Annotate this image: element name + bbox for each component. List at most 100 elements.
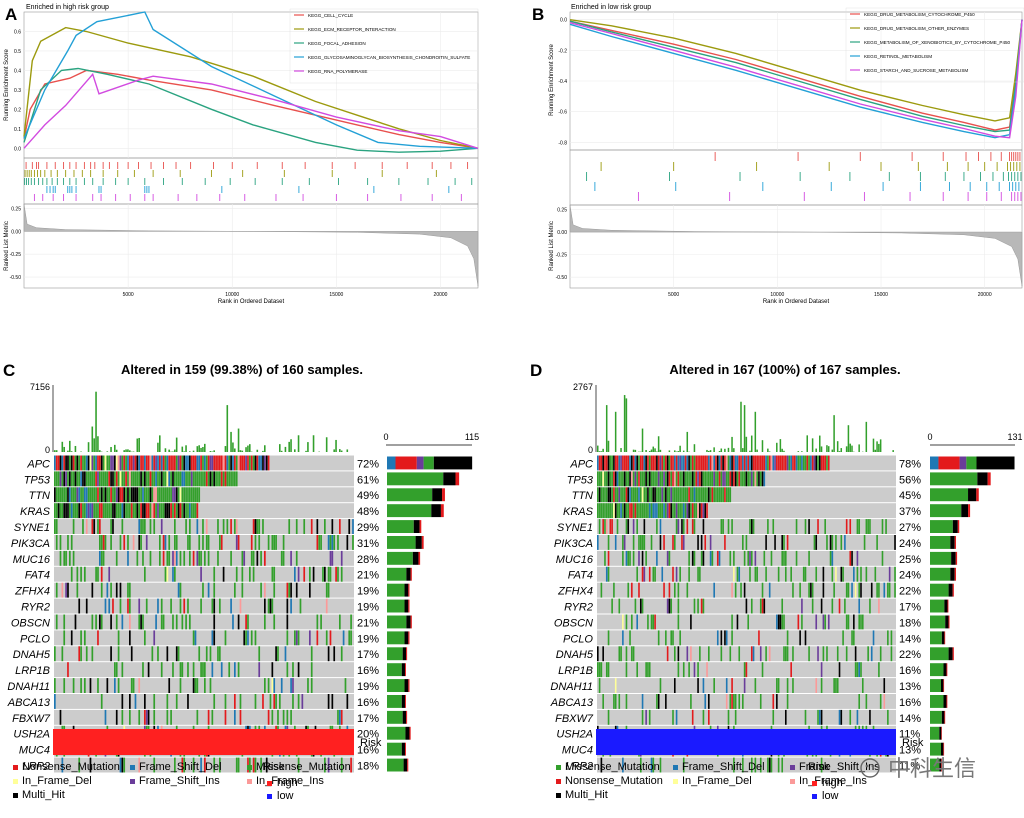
tmb-bar xyxy=(213,450,215,452)
mutation-cell xyxy=(170,456,172,471)
mutation-cell xyxy=(307,678,309,693)
tmb-bar xyxy=(721,448,723,452)
mutation-cell xyxy=(660,678,662,693)
mutation-cell xyxy=(824,615,826,630)
tmb-bar xyxy=(75,446,77,452)
mutation-cell xyxy=(665,456,667,471)
gene-label: DNAH11 xyxy=(550,681,593,693)
mutation-cell xyxy=(699,503,701,518)
mutation-cell xyxy=(781,551,783,566)
mutation-cell xyxy=(198,487,200,502)
side-bar-segment xyxy=(387,679,405,692)
metric-tick-label: 0.25 xyxy=(11,207,21,213)
tmb-bar xyxy=(744,405,746,452)
mutation-cell xyxy=(654,487,656,502)
mutation-cell xyxy=(712,456,714,471)
mutation-cell xyxy=(602,694,604,709)
percent-label: 37% xyxy=(899,506,921,518)
percent-label: 19% xyxy=(357,586,379,598)
mutation-cell xyxy=(767,519,769,534)
mutation-cell xyxy=(839,599,841,614)
mutation-cell xyxy=(206,535,208,550)
side-bar-segment xyxy=(411,568,412,581)
mutation-cell xyxy=(866,519,868,534)
mutation-cell xyxy=(679,503,681,518)
mutation-cell xyxy=(268,599,270,614)
mutation-cell xyxy=(823,567,825,582)
mutation-cell xyxy=(240,456,242,471)
mutation-cell xyxy=(88,456,90,471)
mutation-cell xyxy=(105,599,107,614)
mutation-cell xyxy=(213,456,215,471)
mutation-cell xyxy=(599,471,601,486)
legend-swatch xyxy=(556,779,561,784)
y-tick-label: 0.5 xyxy=(14,49,21,55)
mutation-cell xyxy=(208,456,210,471)
mutation-cell xyxy=(722,519,724,534)
panel-c-title: Altered in 159 (99.38%) of 160 samples. xyxy=(121,362,363,377)
tmb-bar xyxy=(658,436,660,452)
mutation-cell xyxy=(601,662,603,677)
mutation-cell xyxy=(144,567,146,582)
mutation-cell xyxy=(142,519,144,534)
mutation-cell xyxy=(197,471,199,486)
y-tick-label: -0.2 xyxy=(558,48,567,54)
panel-d-risk-bar xyxy=(596,729,896,755)
mutation-cell xyxy=(755,678,757,693)
mutation-cell xyxy=(624,456,626,471)
mutation-cell xyxy=(221,662,223,677)
mutation-cell xyxy=(697,567,699,582)
mutation-cell xyxy=(667,487,669,502)
mutation-cell xyxy=(692,471,694,486)
mutation-cell xyxy=(99,487,101,502)
percent-label: 16% xyxy=(899,665,921,677)
mutation-cell xyxy=(674,583,676,598)
mutation-cell xyxy=(694,662,696,677)
side-bar-segment xyxy=(953,520,958,533)
mutation-cell xyxy=(667,471,669,486)
mutation-cell xyxy=(255,519,257,534)
tmb-bar xyxy=(159,435,161,452)
mutation-cell xyxy=(694,503,696,518)
mutation-cell xyxy=(653,471,655,486)
mutation-cell xyxy=(63,630,65,645)
mutation-cell xyxy=(337,567,339,582)
legend-label: KEGG_GLYCOSAMINOGLYCAN_BIOSYNTHESIS_CHON… xyxy=(308,55,470,60)
mutation-cell xyxy=(670,630,672,645)
mutation-cell xyxy=(653,567,655,582)
mutation-cell xyxy=(197,503,199,518)
mutation-cell xyxy=(667,599,669,614)
mutation-cell xyxy=(294,567,296,582)
mutation-cell xyxy=(729,487,731,502)
mutation-cell xyxy=(626,519,628,534)
mutation-cell xyxy=(339,519,341,534)
mutation-cell xyxy=(823,583,825,598)
mutation-cell xyxy=(133,535,135,550)
mutation-cell xyxy=(78,646,80,661)
mutation-cell xyxy=(858,662,860,677)
mutation-cell xyxy=(758,456,760,471)
mutation-cell xyxy=(778,758,780,773)
mutation-cell xyxy=(191,503,193,518)
mutation-cell xyxy=(645,503,647,518)
mutation-cell xyxy=(133,471,135,486)
mutation-cell xyxy=(665,471,667,486)
tmb-bar xyxy=(742,448,744,452)
gene-label: FAT4 xyxy=(568,570,593,582)
tmb-bar xyxy=(669,450,671,452)
mutation-cell xyxy=(848,615,850,630)
mutation-cell xyxy=(656,487,658,502)
mutation-cell xyxy=(821,662,823,677)
mutation-cell xyxy=(73,503,75,518)
mutation-cell xyxy=(103,551,105,566)
mutation-cell xyxy=(676,710,678,725)
tmb-bar xyxy=(129,450,131,452)
mutation-cell xyxy=(195,487,197,502)
mutation-cell xyxy=(678,503,680,518)
mutation-cell xyxy=(99,551,101,566)
mutation-cell xyxy=(894,583,896,598)
mutation-cell xyxy=(692,456,694,471)
mutation-cell xyxy=(792,646,794,661)
tmb-bar xyxy=(837,441,839,452)
side-bar-segment xyxy=(387,743,402,756)
